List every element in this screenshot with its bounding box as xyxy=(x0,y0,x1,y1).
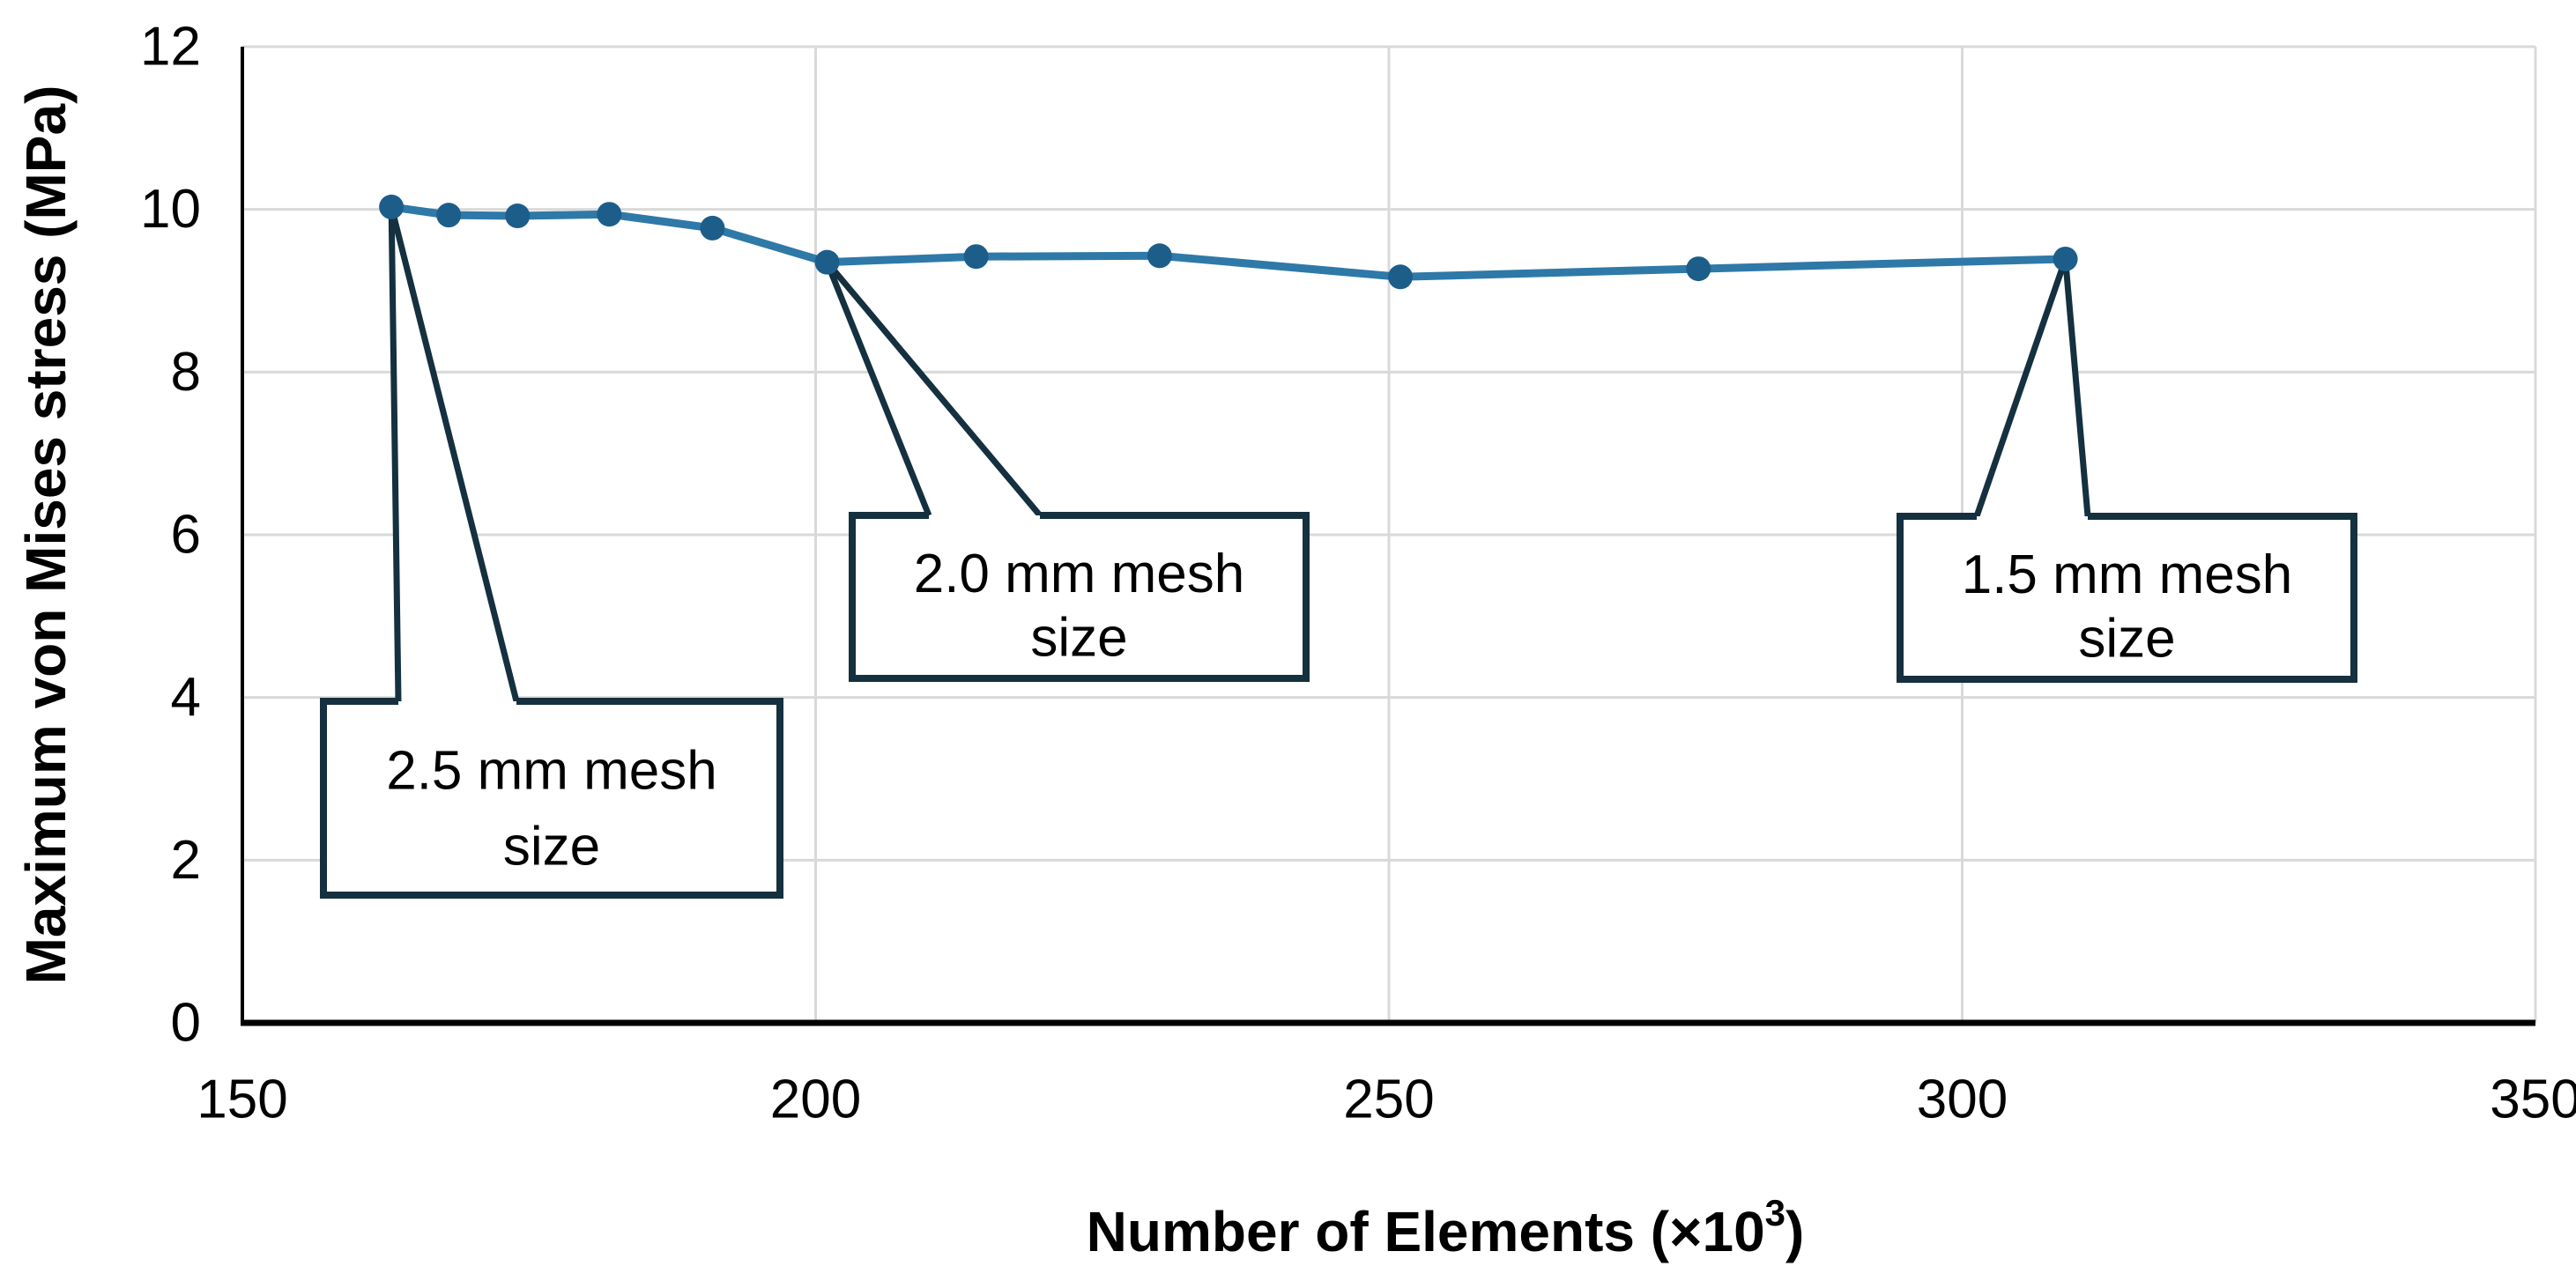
y-axis-tick-label: 8 xyxy=(171,342,201,403)
callout-box-fill xyxy=(1900,516,2354,679)
callout-wedge-line xyxy=(2062,258,2091,517)
y-axis-tick-label: 0 xyxy=(171,993,201,1054)
y-axis-tick-label: 10 xyxy=(140,179,201,240)
data-point-marker xyxy=(379,194,405,219)
data-point-marker xyxy=(436,203,462,228)
y-axis-tick-label: 12 xyxy=(140,17,201,78)
callout-box-border xyxy=(1897,513,2357,683)
callout-label-line1: 2.0 mm mesh xyxy=(914,544,1245,604)
callout-label-line2: size xyxy=(503,817,600,877)
callout-label-line2: size xyxy=(1030,607,1127,668)
callout-box-fill xyxy=(852,515,1306,678)
data-point-marker xyxy=(1686,256,1711,282)
callout-wedge-fill xyxy=(1977,258,2088,516)
data-point-marker xyxy=(505,204,531,229)
callout-box-border xyxy=(849,512,1310,682)
data-point-marker xyxy=(700,215,725,241)
y-axis-tick-label: 2 xyxy=(171,830,201,891)
callout-box-fill xyxy=(323,701,780,895)
callout-label-line1: 1.5 mm mesh xyxy=(1962,544,2293,605)
callout-box-border xyxy=(320,698,783,899)
x-axis-tick-label: 150 xyxy=(197,1070,287,1130)
y-axis-title: Maximum von Mises stress (MPa) xyxy=(14,85,78,985)
x-axis-tick-label: 300 xyxy=(1917,1070,2008,1130)
callout-wedge-line xyxy=(824,261,932,517)
callout-wedge-line xyxy=(388,206,520,702)
x-axis-tick-label: 250 xyxy=(1343,1070,1434,1130)
data-point-marker xyxy=(814,249,840,275)
data-point-marker xyxy=(1388,264,1414,290)
series-line xyxy=(387,203,2070,281)
y-axis-tick-label: 4 xyxy=(171,667,201,728)
x-axis-tick-label: 200 xyxy=(770,1070,861,1130)
data-point-marker xyxy=(963,244,989,270)
data-point-marker xyxy=(2053,246,2078,271)
callout-label-line1: 2.5 mm mesh xyxy=(386,741,717,802)
data-point-marker xyxy=(597,202,622,227)
callout-label-line2: size xyxy=(2078,608,2175,669)
x-axis-title: Number of Elements (×103) xyxy=(1087,1192,1805,1264)
y-axis-tick-label: 6 xyxy=(171,505,201,566)
data-point-marker xyxy=(1147,243,1172,269)
x-axis-tick-label: 350 xyxy=(2490,1070,2576,1130)
callout-wedge-line xyxy=(388,206,402,702)
callout-wedge-line xyxy=(1973,257,2068,518)
callout-wedge-line xyxy=(824,260,1043,518)
